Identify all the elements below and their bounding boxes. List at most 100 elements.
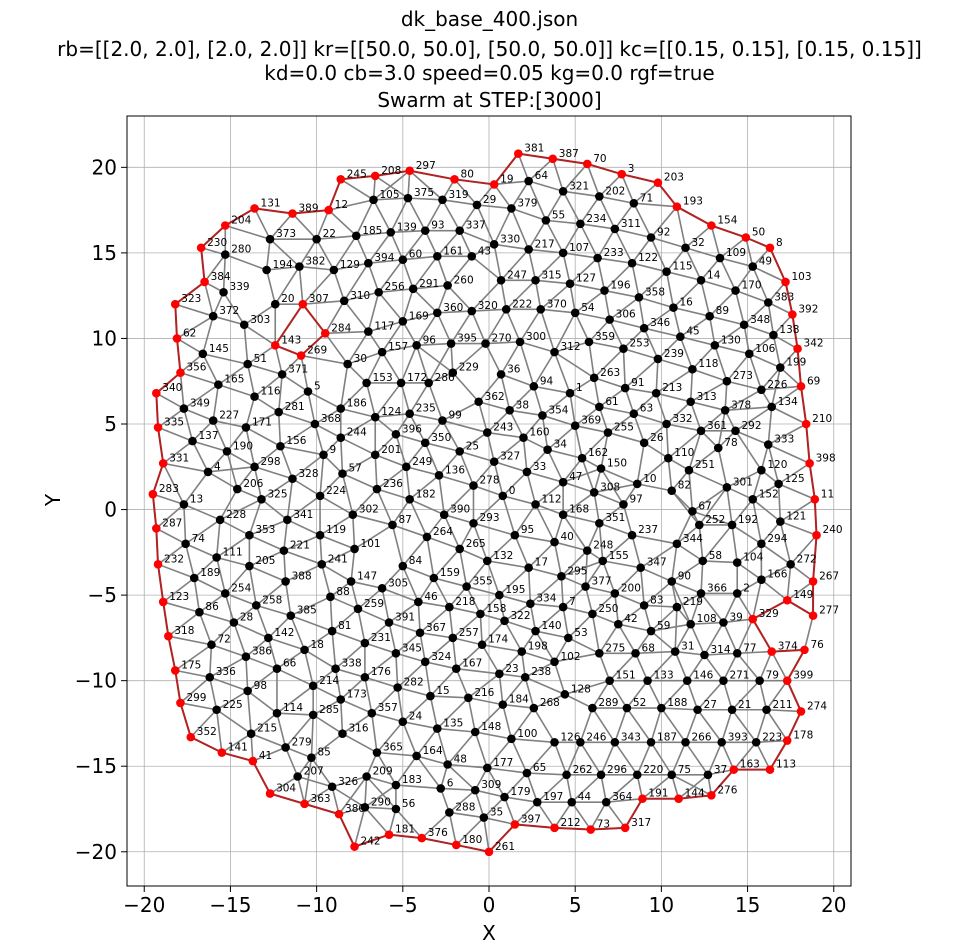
mesh-edge: [209, 676, 248, 692]
mesh-edge: [771, 406, 807, 425]
boundary-agent-point: [788, 310, 797, 319]
mesh-edge: [665, 271, 675, 308]
agent-point: [646, 233, 656, 242]
mesh-edge: [529, 575, 562, 605]
mesh-edge: [638, 271, 668, 298]
mesh-edge: [381, 565, 404, 589]
mesh-edge: [222, 291, 245, 326]
mesh-edge: [376, 466, 407, 490]
mesh-edge: [502, 495, 536, 506]
agent-label: 67: [698, 500, 711, 512]
mesh-edge: [319, 514, 354, 536]
agent-point: [767, 402, 777, 412]
agent-label: 343: [621, 731, 641, 743]
agent-label: 224: [326, 485, 346, 497]
agent-label: 282: [404, 677, 424, 689]
boundary-edge: [454, 178, 495, 186]
agent-point: [501, 305, 511, 314]
agent-point: [398, 717, 408, 727]
mesh-edge: [670, 581, 692, 625]
agent-point: [670, 647, 680, 656]
agent-label: 231: [371, 632, 391, 644]
agent-label: 63: [640, 403, 653, 415]
agent-label: 374: [778, 641, 798, 653]
mesh-edge: [483, 817, 490, 852]
mesh-edge: [719, 257, 753, 268]
mesh-edge: [390, 229, 426, 234]
agent-label: 295: [567, 565, 587, 577]
mesh-edge: [498, 594, 506, 621]
agent-point: [300, 645, 309, 655]
agent-label: 145: [209, 343, 229, 355]
agent-point: [682, 676, 692, 685]
agent-label: 304: [276, 783, 296, 795]
mesh-edge: [376, 488, 394, 526]
boundary-agent-point: [765, 765, 775, 774]
agent-point: [669, 303, 678, 312]
agent-point: [686, 619, 695, 629]
mesh-edge: [603, 262, 633, 292]
agent-label: 344: [683, 533, 703, 545]
agent-point: [496, 370, 506, 379]
agent-label: 173: [347, 688, 367, 700]
mesh-edge: [702, 560, 738, 564]
agent-label: 40: [561, 531, 574, 543]
y-tick-label: 10: [92, 326, 117, 350]
mesh-edge: [424, 230, 439, 257]
agent-point: [370, 450, 380, 460]
mesh-edge: [519, 341, 535, 387]
agent-label: 189: [200, 567, 220, 579]
agent-label: 336: [216, 666, 236, 678]
agent-point: [588, 609, 597, 619]
mesh-edge: [569, 282, 605, 292]
mesh-edge: [598, 523, 604, 561]
agent-label: 66: [283, 658, 297, 670]
mesh-edge: [175, 669, 210, 679]
boundary-agent-point: [200, 277, 209, 287]
x-tick-label: 5: [569, 893, 582, 917]
mesh-edge: [304, 649, 336, 670]
agent-point: [326, 592, 335, 602]
mesh-edge: [483, 816, 516, 826]
agent-label: 73: [597, 819, 610, 831]
agent-label: 222: [512, 298, 532, 310]
mesh-edge: [509, 409, 543, 417]
mesh-edge: [284, 581, 292, 616]
agent-label: 188: [667, 697, 687, 709]
mesh-edge: [296, 776, 306, 805]
mesh-edge: [593, 377, 601, 408]
mesh-edge: [562, 606, 570, 639]
mesh-edge: [458, 548, 468, 587]
mesh-edge: [237, 488, 262, 501]
agent-label: 140: [542, 620, 562, 632]
agent-point: [398, 317, 408, 326]
agent-label: 208: [381, 165, 401, 177]
boundary-agent-point: [248, 756, 258, 766]
agent-point: [336, 404, 346, 413]
agent-label: 340: [162, 382, 182, 394]
mesh-edge: [222, 254, 227, 293]
mesh-edge: [535, 630, 569, 639]
agent-point: [391, 429, 401, 439]
agent-label: 161: [443, 245, 463, 257]
boundary-edge: [300, 332, 326, 357]
mesh-edge: [458, 522, 475, 550]
mesh-edge: [493, 183, 513, 209]
agent-label: 33: [533, 461, 546, 473]
mesh-edge: [562, 457, 583, 483]
agent-label: 229: [459, 362, 479, 374]
agent-point: [531, 626, 540, 636]
mesh-edge: [216, 556, 250, 567]
agent-label: 4: [214, 461, 221, 473]
mesh-edge: [737, 650, 772, 655]
agent-label: 178: [793, 730, 813, 742]
mesh-edge: [608, 319, 625, 350]
mesh-edge: [409, 412, 443, 422]
agent-label: 70: [593, 153, 606, 165]
mesh-edge: [571, 801, 592, 830]
agent-point: [203, 467, 213, 477]
mesh-edge: [722, 593, 738, 623]
agent-point: [438, 416, 447, 425]
mesh-edge: [388, 808, 397, 835]
agent-label: 316: [348, 723, 368, 735]
